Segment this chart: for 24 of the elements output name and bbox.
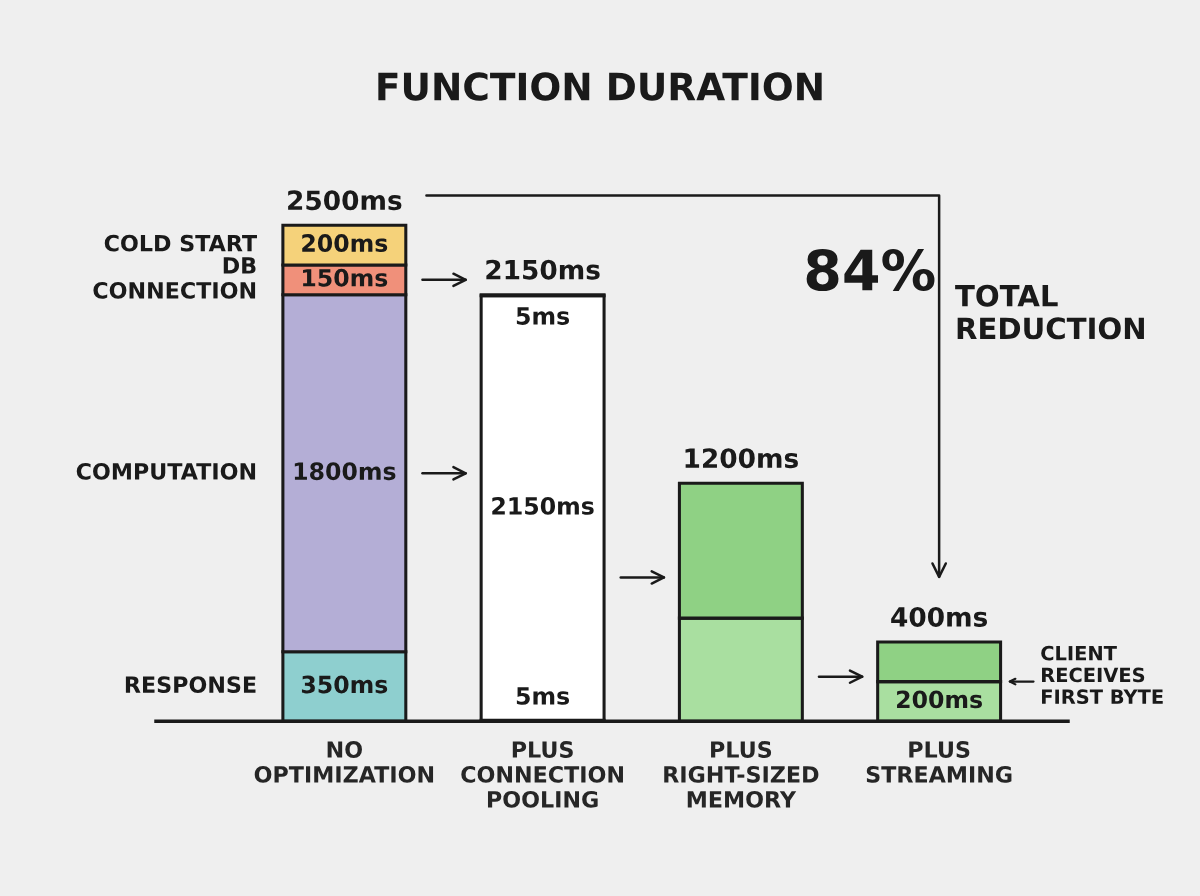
x-tick-label: NO OPTIMIZATION [254, 741, 434, 783]
data-label: 5ms [516, 687, 570, 705]
data-label: 150ms [303, 268, 388, 287]
data-label: 200ms [302, 234, 388, 252]
x-tick-label: PLUS CONNECTION POOLING [461, 741, 623, 808]
data-label: 200ms [897, 690, 982, 709]
annotation: 2150ms [492, 496, 594, 515]
annotation: CLIENT RECEIVES FIRST BYTE [1041, 645, 1163, 705]
x-tick-label: PLUS STREAMING [866, 741, 1012, 783]
chart-title: FUNCTION DURATION [378, 72, 822, 101]
series-label: RESPONSE [125, 676, 256, 694]
data-label: 1800ms [294, 462, 396, 481]
total-label: 2500ms [288, 190, 402, 211]
annotation: 84% [806, 248, 935, 291]
total-label: 1200ms [685, 448, 798, 469]
annotation: TOTAL REDUCTION [955, 284, 1144, 340]
series-label: COMPUTATION [76, 462, 256, 480]
data-label: 350ms [301, 675, 388, 694]
series-label: COLD START [104, 234, 257, 252]
total-label: 2150ms [486, 259, 600, 280]
x-tick-label: PLUS RIGHT-SIZED MEMORY [664, 741, 819, 808]
total-label: 400ms [891, 606, 988, 627]
data-label: 5ms [516, 307, 570, 325]
series-label: DB CONNECTION [93, 257, 256, 299]
